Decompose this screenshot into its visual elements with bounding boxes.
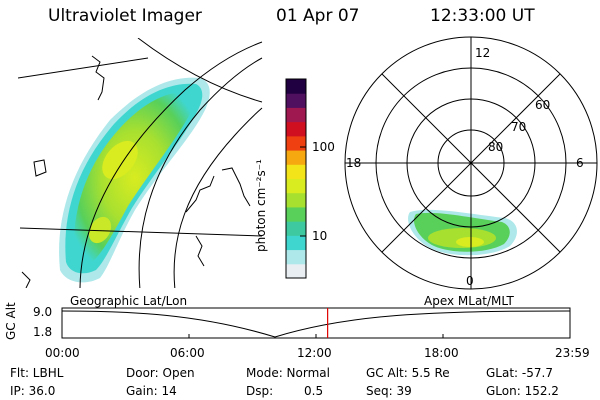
colorbar-stripe	[286, 107, 306, 123]
mlat-label-70: 70	[511, 120, 527, 134]
status-filter: Flt: LBHL	[10, 366, 64, 380]
apex-caption: Apex MLat/MLT	[424, 294, 514, 308]
altitude-x-ticks	[188, 334, 444, 338]
status-gain: Gain: 14	[126, 384, 177, 398]
geographic-grid	[18, 38, 263, 288]
status-door: Door: Open	[126, 366, 195, 380]
status-seq: Seq: 39	[366, 384, 412, 398]
status-dsp-label: Dsp:	[246, 384, 274, 398]
colorbar-label-100: 100	[312, 140, 335, 154]
geographic-caption: Geographic Lat/Lon	[70, 294, 188, 308]
auroral-emission-polar	[408, 209, 517, 256]
x-tick-1800: 18:00	[424, 346, 459, 360]
x-tick-0600: 06:00	[170, 346, 205, 360]
status-ip: IP: 36.0	[10, 384, 56, 398]
colorbar-stripe	[286, 135, 306, 151]
altitude-curve	[61, 310, 571, 338]
status-glat: GLat: -57.7	[486, 366, 553, 380]
coastlines	[21, 55, 251, 288]
polar-map	[344, 36, 598, 290]
colorbar-stripe	[286, 93, 306, 108]
altitude-ylabel: GC Alt	[4, 302, 18, 340]
colorbar-stripe	[286, 221, 306, 236]
mlt-label-0: 0	[466, 274, 474, 288]
colorbar-stripe	[286, 150, 306, 165]
status-dsp-value: 0.5	[304, 384, 324, 398]
x-tick-2359: 23:59	[555, 346, 590, 360]
colorbar-stripe	[286, 263, 306, 279]
altitude-y-top: 9.0	[33, 305, 53, 319]
status-gc-alt: GC Alt: 5.5 Re	[366, 366, 450, 380]
photon-colorbar	[285, 78, 307, 279]
geographic-map	[18, 38, 263, 288]
mlat-label-80: 80	[488, 140, 504, 154]
colorbar-stripe	[286, 164, 306, 179]
x-tick-1200: 12:00	[297, 346, 332, 360]
instrument-title: Ultraviolet Imager	[48, 6, 202, 26]
mlt-label-18: 18	[346, 156, 362, 170]
colorbar-stripe	[286, 79, 306, 94]
observation-time: 12:33:00 UT	[430, 6, 535, 26]
auroral-emission-geographic	[59, 77, 210, 283]
colorbar-stripe	[286, 178, 306, 194]
colorbar-label-10: 10	[312, 229, 328, 243]
colorbar-stripe	[286, 121, 306, 137]
colorbar-stripe	[286, 249, 306, 265]
colorbar-label: photon cm⁻²s⁻¹	[254, 159, 268, 252]
x-tick-0000: 00:00	[45, 346, 80, 360]
altitude-plot-frame	[61, 307, 571, 339]
observation-date: 01 Apr 07	[276, 6, 360, 26]
altitude-y-bottom: 1.8	[33, 325, 53, 339]
colorbar-stripe	[286, 206, 306, 222]
mlat-label-60: 60	[535, 98, 551, 112]
colorbar-gradient	[286, 79, 306, 279]
colorbar-stripe	[286, 235, 306, 251]
status-glon: GLon: 152.2	[486, 384, 559, 398]
mlt-label-12: 12	[475, 46, 491, 60]
status-mode: Mode: Normal	[246, 366, 330, 380]
mlt-label-6: 6	[576, 156, 584, 170]
polar-grid	[344, 36, 598, 290]
colorbar-stripe	[286, 192, 306, 208]
altitude-plot	[61, 307, 571, 339]
